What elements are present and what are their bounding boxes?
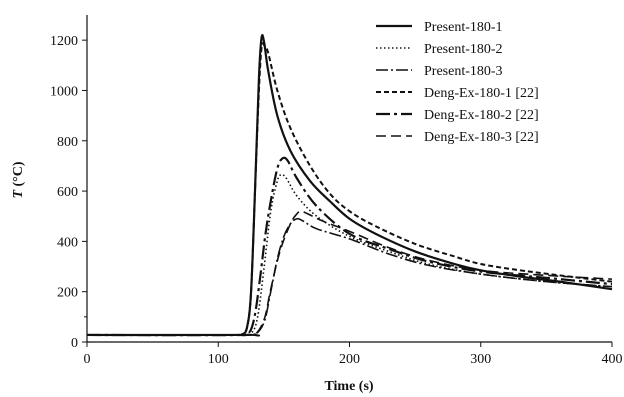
x-ticks: 0 100 200 300 400	[84, 342, 623, 367]
y-ticks: 0 200 400 600 800 1000 1200	[50, 34, 87, 351]
x-tick-label: 400	[602, 352, 623, 367]
x-axis-title: Time (s)	[324, 379, 373, 394]
legend: Present-180-1 Present-180-2 Present-180-3 D…	[376, 20, 539, 145]
series-line-3	[86, 217, 613, 337]
series-layer	[86, 34, 613, 337]
y-axis-title-symbol: T	[11, 189, 26, 199]
y-tick-label: 0	[71, 336, 78, 351]
legend-entry-label: Present-180-2	[424, 42, 503, 57]
legend-entry-label: Present-180-3	[424, 64, 503, 79]
series-line-4	[86, 42, 613, 337]
series-line-5	[86, 156, 613, 337]
x-tick-label: 300	[470, 352, 491, 367]
y-tick-label: 600	[57, 185, 78, 200]
y-tick-label: 800	[57, 135, 78, 150]
legend-entry-label: Present-180-1	[424, 20, 503, 35]
axes	[86, 15, 612, 343]
y-axis-title: T (°C)	[11, 161, 26, 198]
legend-entry-label: Deng-Ex-180-1 [22]	[424, 86, 539, 101]
y-tick-label: 200	[57, 286, 78, 301]
x-tick-label: 100	[208, 352, 229, 367]
series-line-6	[86, 210, 613, 337]
y-tick-label: 400	[57, 235, 78, 250]
series-line-2	[86, 173, 613, 336]
legend-entry-label: Deng-Ex-180-2 [22]	[424, 108, 539, 123]
y-tick-label: 1200	[50, 34, 78, 49]
series-line-1	[86, 34, 613, 337]
y-tick-label: 1000	[50, 84, 78, 99]
legend-entry-label: Deng-Ex-180-3 [22]	[424, 130, 539, 145]
x-tick-label: 200	[339, 352, 360, 367]
x-tick-label: 0	[84, 352, 91, 367]
y-axis-title-unit: (°C)	[11, 161, 26, 190]
